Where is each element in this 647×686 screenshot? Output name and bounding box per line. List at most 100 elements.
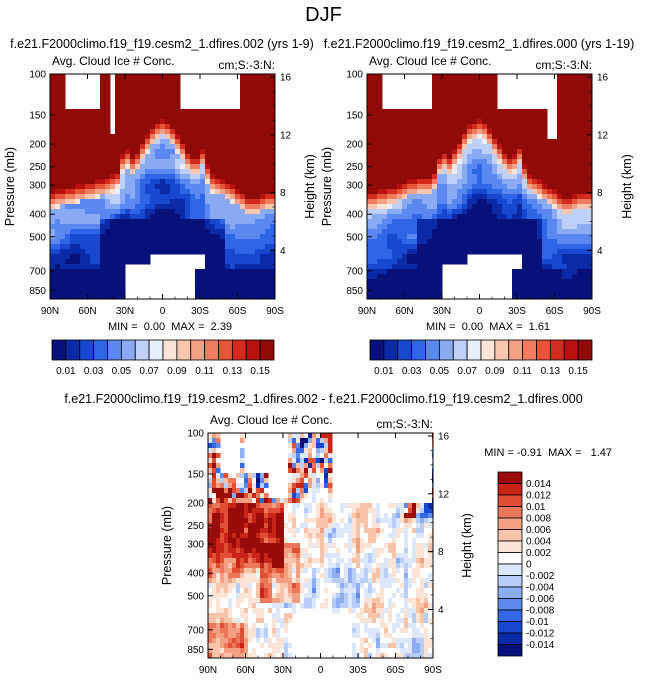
field-cell (115, 234, 121, 240)
field-cell (572, 274, 578, 280)
field-cell (135, 179, 141, 185)
field-cell (392, 114, 398, 120)
field-cell (557, 189, 563, 195)
field-cell (65, 274, 71, 280)
field-cell (300, 598, 305, 604)
field-cell (95, 274, 101, 280)
field-cell (50, 119, 56, 125)
field-cell (344, 608, 349, 614)
field-cell (522, 174, 528, 180)
field-cell (497, 109, 503, 115)
field-cell (522, 234, 528, 240)
field-cell (547, 239, 553, 245)
field-cell (155, 134, 161, 140)
field-cell (284, 588, 289, 594)
field-cell (417, 284, 423, 290)
field-cell (577, 179, 583, 185)
field-cell (90, 224, 96, 230)
field-cell (60, 114, 66, 120)
field-cell (442, 224, 448, 230)
field-cell (265, 84, 271, 90)
field-cell (100, 79, 106, 85)
field-cell (308, 473, 313, 479)
field-cell (280, 623, 285, 629)
y-right-tick-label: 8 (280, 188, 286, 199)
field-cell (65, 174, 71, 180)
field-cell (452, 114, 458, 120)
field-cell (402, 114, 408, 120)
field-cell (55, 104, 61, 110)
field-cell (492, 239, 498, 245)
field-cell (110, 164, 116, 170)
field-cell (397, 269, 403, 275)
field-cell (255, 224, 261, 230)
field-cell (180, 219, 186, 225)
field-cell (284, 618, 289, 624)
field-cell (265, 184, 271, 190)
field-cell (250, 199, 256, 205)
field-cell (577, 129, 583, 135)
field-cell (562, 264, 568, 270)
field-cell (110, 244, 116, 250)
field-cell (248, 588, 253, 594)
field-cell (477, 139, 483, 145)
field-cell (377, 209, 383, 215)
field-cell (312, 433, 317, 439)
field-cell (245, 89, 251, 95)
field-cell (135, 109, 141, 115)
field-cell (145, 144, 151, 150)
field-cell (452, 159, 458, 165)
field-cell (100, 224, 106, 230)
field-cell (316, 488, 321, 494)
field-cell (467, 124, 473, 130)
field-cell (462, 164, 468, 170)
field-cell (265, 254, 271, 260)
field-cell (417, 269, 423, 275)
field-cell (336, 568, 341, 574)
field-cell (260, 94, 266, 100)
field-cell (447, 154, 453, 160)
field-cell (422, 194, 428, 200)
field-cell (377, 149, 383, 155)
field-cell (432, 94, 438, 100)
field-cell (225, 129, 231, 135)
field-cell (324, 513, 329, 519)
field-cell (120, 284, 126, 290)
field-cell (427, 144, 433, 150)
field-cell (472, 134, 478, 140)
field-cell (522, 214, 528, 220)
field-cell (260, 99, 266, 105)
field-cell (236, 493, 241, 499)
field-cell (256, 583, 261, 589)
field-cell (582, 79, 588, 85)
field-cell (367, 229, 373, 235)
field-cell (70, 134, 76, 140)
field-cell (562, 224, 568, 230)
field-cell (208, 518, 213, 524)
field-cell (276, 588, 281, 594)
field-cell (130, 74, 136, 80)
field-cell (75, 249, 81, 255)
field-cell (220, 573, 225, 579)
field-cell (572, 184, 578, 190)
field-cell (185, 199, 191, 205)
field-cell (175, 204, 181, 210)
field-cell (248, 583, 253, 589)
field-cell (462, 114, 468, 120)
field-cell (552, 149, 558, 155)
field-cell (288, 558, 293, 564)
field-cell (230, 109, 236, 115)
field-cell (125, 94, 131, 100)
field-cell (377, 244, 383, 250)
field-cell (547, 284, 553, 290)
field-cell (250, 104, 256, 110)
field-cell (577, 239, 583, 245)
field-cell (412, 189, 418, 195)
field-cell (252, 603, 257, 609)
field-cell (532, 254, 538, 260)
field-cell (288, 573, 293, 579)
field-cell (377, 139, 383, 145)
field-cell (240, 493, 245, 499)
field-cell (527, 119, 533, 125)
field-cell (125, 174, 131, 180)
